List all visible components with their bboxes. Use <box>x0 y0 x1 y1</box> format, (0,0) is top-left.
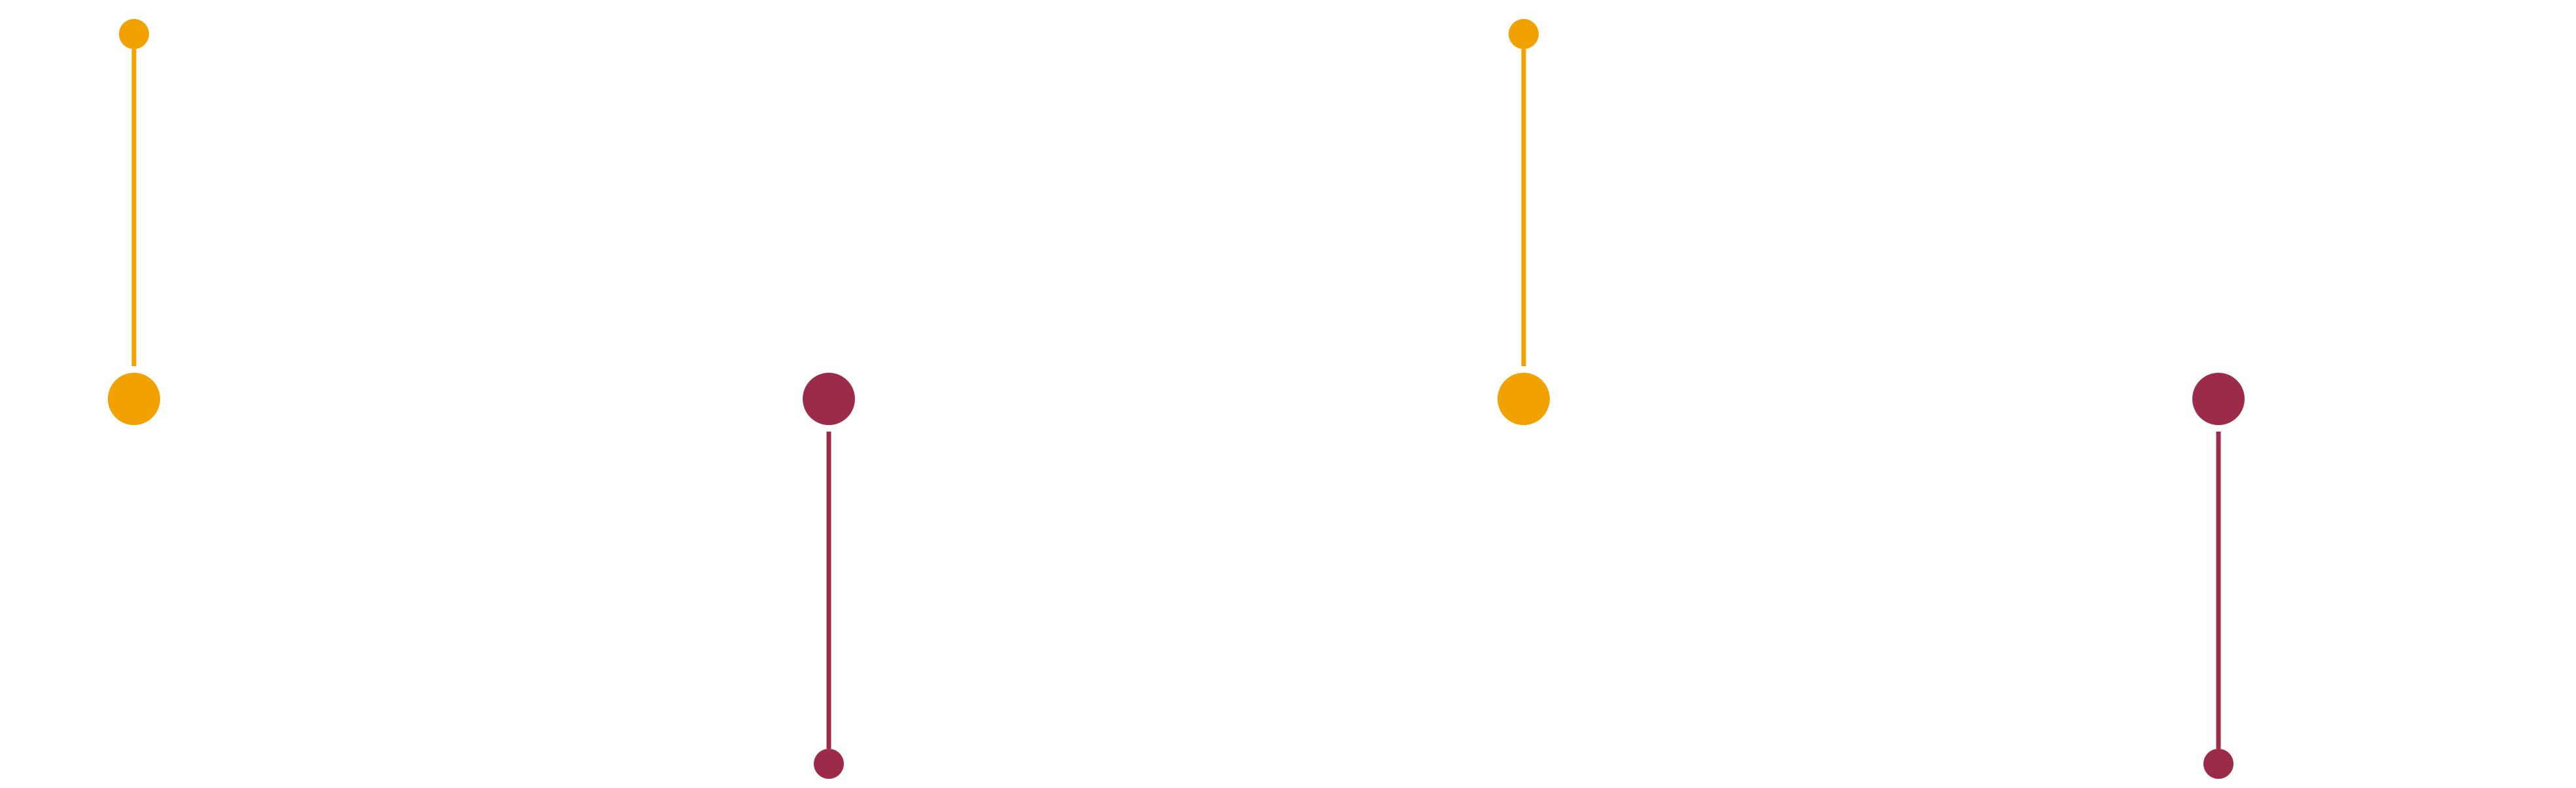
marker-upper-3 <box>1497 19 1550 425</box>
tip-dot <box>814 749 844 779</box>
tip-dot <box>119 19 149 49</box>
tip-dot <box>2203 749 2233 779</box>
base-dot <box>2192 373 2245 425</box>
marker-lower-4 <box>2192 373 2245 779</box>
tip-dot <box>1509 19 1539 49</box>
base-dot <box>1497 373 1550 425</box>
base-dot <box>108 373 160 425</box>
markers-layer <box>108 19 2245 779</box>
marker-upper-1 <box>108 19 160 425</box>
marker-lower-2 <box>803 373 855 779</box>
base-dot <box>803 373 855 425</box>
